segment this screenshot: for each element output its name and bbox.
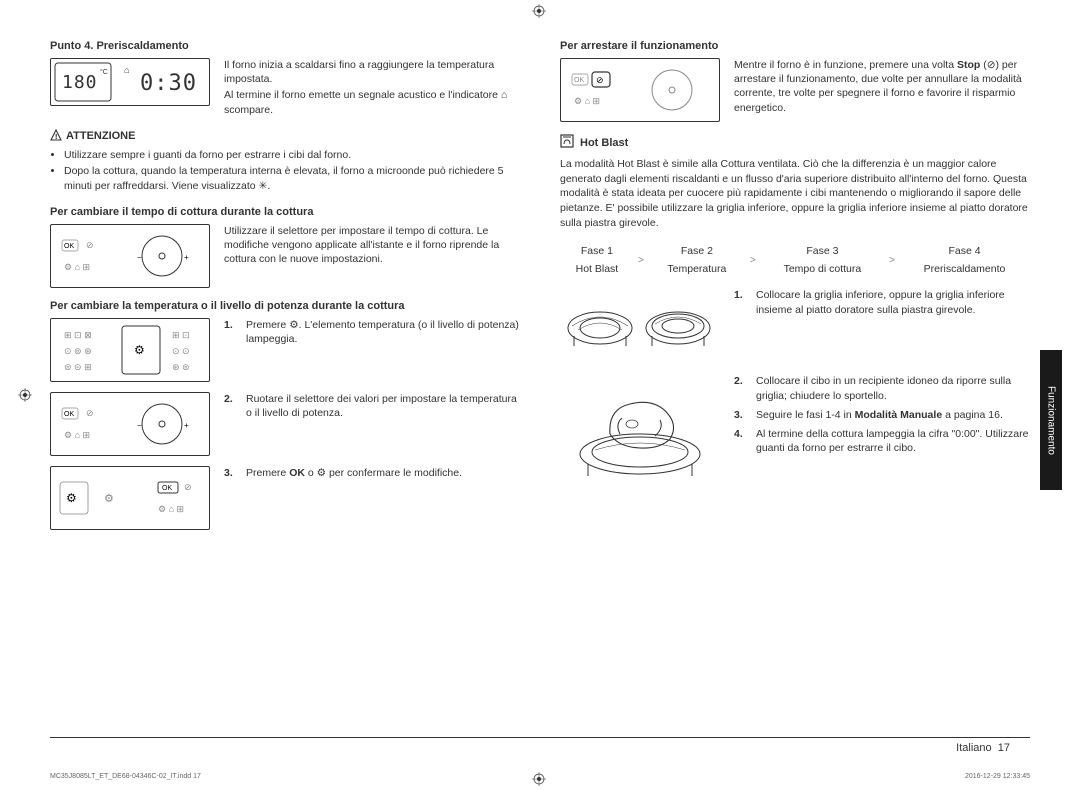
tiny-footer-left: MC35J8085LT_ET_DE68-04346C-02_IT.indd 17 xyxy=(50,773,201,780)
temp-icon: ⚙ xyxy=(317,467,326,479)
hotblast-title: Hot Blast xyxy=(560,134,1030,151)
svg-text:⊘: ⊘ xyxy=(184,482,192,492)
svg-text:OK: OK xyxy=(574,77,584,84)
display-temp: 180 xyxy=(62,72,98,93)
control-panel-step3: ⚙ OK ⊘ ⚙ ⌂ ⊞ ⚙ xyxy=(50,466,210,530)
griglia-illustration xyxy=(560,288,720,364)
arrestare-text: Mentre il forno è in funzione, premere u… xyxy=(734,58,1030,122)
cambio-tempo-title: Per cambiare il tempo di cottura durante… xyxy=(50,206,520,218)
svg-text:⊙ ⊚ ⊛: ⊙ ⊚ ⊛ xyxy=(64,346,92,356)
punto4-title: Punto 4. Preriscaldamento xyxy=(50,40,520,52)
hotblast-step3: 3.Seguire le fasi 1-4 in Modalità Manual… xyxy=(734,408,1030,423)
svg-text:⚙ ⌂ ⊞: ⚙ ⌂ ⊞ xyxy=(574,96,600,106)
svg-text:⊞ ⊡ ⊠: ⊞ ⊡ ⊠ xyxy=(64,330,92,340)
hotblast-step2: 2.Collocare il cibo in un recipiente ido… xyxy=(734,374,1030,403)
svg-text:⊘: ⊘ xyxy=(596,75,604,85)
footer-divider xyxy=(50,737,1030,738)
hotblast-desc: La modalità Hot Blast è simile alla Cott… xyxy=(560,157,1030,230)
svg-text:⚙ ⌂ ⊞: ⚙ ⌂ ⊞ xyxy=(158,504,184,514)
cambio-tempo-text: Utilizzare il selettore per impostare il… xyxy=(224,224,520,288)
chicken-illustration xyxy=(560,374,720,484)
side-tab: Funzionamento xyxy=(1040,350,1062,490)
svg-text:⊘: ⊘ xyxy=(86,240,94,250)
svg-text:OK: OK xyxy=(162,485,172,492)
right-column: Per arrestare il funzionamento OK ⊘ ⚙ ⌂ … xyxy=(560,40,1030,540)
attenzione-list: Utilizzare sempre i guanti da forno per … xyxy=(64,148,520,194)
svg-text:OK: OK xyxy=(64,411,74,418)
control-panel-step1: ⊞ ⊡ ⊠ ⊙ ⊚ ⊛ ⊜ ⊝ ⊞ ⚙ ⊞ ⊡ ⊙ ⊙ ⊛ ⊜ xyxy=(50,318,210,382)
svg-text:−: − xyxy=(137,253,142,262)
hotblast-step4: 4.Al termine della cottura lampeggia la … xyxy=(734,427,1030,456)
svg-text:⚙: ⚙ xyxy=(134,343,145,357)
warning-icon: ! xyxy=(50,129,62,144)
svg-text:+: + xyxy=(184,253,189,262)
svg-text:⊛ ⊜: ⊛ ⊜ xyxy=(172,362,190,372)
svg-text:°C: °C xyxy=(100,68,108,76)
svg-text:⚙: ⚙ xyxy=(104,493,114,505)
svg-text:⊙ ⊙: ⊙ ⊙ xyxy=(172,346,190,356)
tiny-footer-right: 2016-12-29 12:33:45 xyxy=(965,773,1030,780)
crop-mark-bottom xyxy=(532,772,546,786)
svg-text:OK: OK xyxy=(64,243,74,250)
hotblast-step1: 1.Collocare la griglia inferiore, oppure… xyxy=(734,288,1030,317)
svg-text:⊘: ⊘ xyxy=(86,408,94,418)
svg-text:!: ! xyxy=(55,134,57,141)
attenzione-header: ! ATTENZIONE xyxy=(50,129,520,144)
svg-text:+: + xyxy=(184,421,189,430)
oven-display-panel: 180 °C ⌂ 0:30 xyxy=(50,58,210,106)
svg-text:−: − xyxy=(137,421,142,430)
cambio-temp-title: Per cambiare la temperatura o il livello… xyxy=(50,300,520,312)
page-content: Punto 4. Preriscaldamento 180 °C ⌂ 0:30 … xyxy=(50,40,1030,540)
arrestare-title: Per arrestare il funzionamento xyxy=(560,40,1030,52)
step3-row: 3.Premere OK o ⚙ per confermare le modif… xyxy=(224,466,462,481)
svg-text:⚙ ⌂ ⊞: ⚙ ⌂ ⊞ xyxy=(64,430,90,440)
step1-row: 1.Premere ⚙. L'elemento temperatura (o i… xyxy=(224,318,520,347)
footer-text: Italiano 17 xyxy=(956,742,1010,754)
left-column: Punto 4. Preriscaldamento 180 °C ⌂ 0:30 … xyxy=(50,40,520,540)
svg-text:⌂: ⌂ xyxy=(124,65,129,75)
temp-icon: ⚙ xyxy=(289,319,298,331)
svg-text:⊜ ⊝ ⊞: ⊜ ⊝ ⊞ xyxy=(64,362,92,372)
fase-table: Fase 1> Fase 2> Fase 3> Fase 4 Hot Blast… xyxy=(560,242,1030,278)
svg-text:0:30: 0:30 xyxy=(140,71,197,96)
control-panel-step2: − + OK ⊘ ⚙ ⌂ ⊞ xyxy=(50,392,210,456)
svg-text:⚙: ⚙ xyxy=(66,491,77,505)
crop-mark-left xyxy=(18,388,32,402)
svg-text:⊞ ⊡: ⊞ ⊡ xyxy=(172,330,190,340)
hotblast-icon xyxy=(560,134,574,151)
control-panel-stop: OK ⊘ ⚙ ⌂ ⊞ xyxy=(560,58,720,122)
control-panel-dial: − + OK ⊘ ⚙ ⌂ ⊞ xyxy=(50,224,210,288)
crop-mark-top xyxy=(532,4,546,18)
step2-row: 2.Ruotare il selettore dei valori per im… xyxy=(224,392,520,421)
svg-text:⚙ ⌂ ⊞: ⚙ ⌂ ⊞ xyxy=(64,262,90,272)
punto4-text: Il forno inizia a scaldarsi fino a raggi… xyxy=(224,58,520,119)
